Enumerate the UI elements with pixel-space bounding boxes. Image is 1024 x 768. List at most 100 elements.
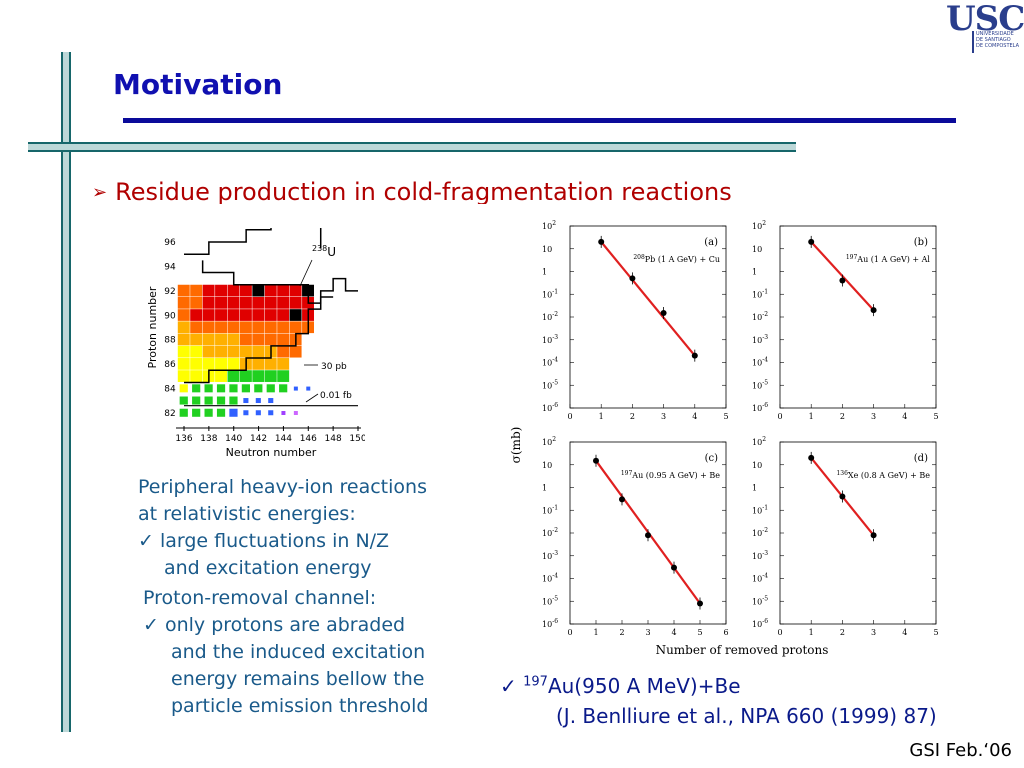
y-tick-label: 10-3 bbox=[752, 334, 768, 345]
nuclide-cell bbox=[227, 345, 240, 358]
data-point bbox=[870, 532, 877, 539]
y-tick-label: 96 bbox=[164, 238, 176, 248]
y-tick-label: 10-6 bbox=[752, 402, 768, 413]
y-tick-label: 10-4 bbox=[752, 357, 768, 368]
slide-title: Motivation bbox=[113, 68, 283, 101]
y-tick-exp: -5 bbox=[552, 379, 558, 386]
y-tick-label: 1 bbox=[752, 268, 757, 277]
reaction-mass: 136 bbox=[836, 470, 848, 477]
nuclide-cell bbox=[215, 345, 227, 358]
x-tick-label: 0 bbox=[567, 628, 572, 637]
nuclide-dot bbox=[281, 411, 286, 415]
x-tick-label: 142 bbox=[250, 434, 267, 444]
y-tick-exp: -1 bbox=[552, 288, 558, 295]
panel-b: 10-6 10-5 10-4 10-3 10-2 10-1 1 10 102 0 1 2 3 4 5 (b) 1… bbox=[752, 220, 939, 421]
y-tick-label: 10 bbox=[542, 245, 552, 254]
nuclide-cell bbox=[190, 370, 203, 382]
y-tick-exp: -1 bbox=[762, 288, 768, 295]
reaction-label: 197Au (1 A GeV) + Al bbox=[846, 254, 931, 264]
title-underline bbox=[123, 118, 956, 123]
check-icon: ✓ bbox=[500, 674, 517, 698]
usc-logo: USC UNIVERSIDADE DE SANTIAGO DE COMPOSTE… bbox=[946, 0, 1024, 53]
nuclide-cell bbox=[215, 309, 227, 321]
main-bullet: ➢ Residue production in cold-fragmentatio… bbox=[92, 178, 732, 204]
y-tick-label: 82 bbox=[164, 409, 175, 419]
nuclide-cell bbox=[264, 296, 277, 309]
logo-text: USC bbox=[946, 0, 1024, 39]
nuclide-cell bbox=[215, 358, 227, 370]
y-tick-label: 10-6 bbox=[542, 618, 558, 629]
nuclide-cell bbox=[177, 321, 190, 334]
nuclide-cell bbox=[255, 410, 261, 416]
nuclide-cell bbox=[202, 333, 215, 346]
y-tick-label: 102 bbox=[542, 220, 556, 231]
nuclide-dot bbox=[293, 411, 298, 415]
nuclide-chart: 238U 30 pb 0.01 fb 136 138 140 142 144 146 148 15… bbox=[146, 228, 365, 459]
nuclide-cell bbox=[239, 309, 252, 321]
data-point bbox=[660, 309, 667, 316]
nuclide-cell bbox=[241, 384, 250, 393]
x-tick-label: 148 bbox=[325, 434, 342, 444]
nuclide-cell bbox=[190, 309, 203, 321]
nuclide-cell bbox=[177, 309, 190, 321]
check-icon: ✓ bbox=[143, 614, 159, 636]
nuclide-cell bbox=[192, 408, 201, 417]
nuclide-cell bbox=[239, 333, 252, 346]
left-vertical-bar bbox=[61, 52, 71, 732]
y-tick-label: 10-6 bbox=[752, 618, 768, 629]
y-tick-label: 1 bbox=[542, 268, 547, 277]
data-point bbox=[697, 600, 703, 607]
nuclide-cell bbox=[202, 345, 215, 358]
y-tick-exp: -1 bbox=[762, 504, 768, 511]
x-tick-label: 2 bbox=[840, 628, 845, 637]
nuclide-axes: 136 138 140 142 144 146 148 150 82 84 86 88 90 92 94 96… bbox=[146, 238, 365, 459]
x-axis-label: Number of removed protons bbox=[656, 643, 829, 657]
nuclide-dot bbox=[293, 386, 298, 391]
y-tick-label: 10-4 bbox=[542, 357, 558, 368]
data-point bbox=[839, 277, 846, 284]
nuclide-cell bbox=[252, 358, 265, 370]
x-tick-label: 3 bbox=[645, 628, 650, 637]
reaction-mass: 197 bbox=[846, 254, 858, 261]
y-axis-title: Proton number bbox=[146, 286, 159, 368]
reaction-name: Au (0.95 A GeV) + Be bbox=[631, 471, 720, 480]
data-point bbox=[629, 275, 636, 282]
y-tick-label: 102 bbox=[752, 220, 766, 231]
nuclide-cell bbox=[252, 284, 265, 297]
proton-removal-text: Proton-removal channel: ✓ only protons a… bbox=[143, 587, 429, 717]
nuclide-cell bbox=[252, 345, 265, 358]
nuclide-cell bbox=[255, 398, 261, 404]
y-tick-label: 10-1 bbox=[542, 288, 558, 299]
nuclide-cell bbox=[190, 358, 203, 370]
nuclide-cell bbox=[192, 384, 201, 393]
nuclide-cell bbox=[239, 345, 252, 358]
nuclide-cell bbox=[243, 410, 249, 416]
x-tick-label: 4 bbox=[692, 412, 697, 421]
panel-label: (d) bbox=[914, 453, 928, 464]
panels-background bbox=[500, 214, 955, 660]
nuclide-cell bbox=[266, 384, 275, 393]
x-tick-label: 6 bbox=[723, 628, 728, 637]
nuclide-cell bbox=[289, 296, 302, 309]
nuclide-cell bbox=[239, 370, 252, 382]
bullet-text: Residue production in cold-fragmentation… bbox=[115, 178, 732, 204]
y-tick-exp: -5 bbox=[762, 595, 768, 602]
nuclide-cell bbox=[177, 333, 190, 346]
nuclide-cell bbox=[215, 333, 227, 346]
nuclide-cells bbox=[177, 284, 314, 417]
x-tick-label: 1 bbox=[599, 412, 604, 421]
x-tick-label: 4 bbox=[671, 628, 676, 637]
label-30pb: 30 pb bbox=[321, 362, 347, 372]
nuclide-cell bbox=[227, 370, 240, 382]
nuclide-cell bbox=[204, 408, 213, 417]
citation: (J. Benlliure et al., NPA 660 (1999) 87) bbox=[556, 704, 937, 728]
nuclide-cell bbox=[192, 396, 201, 405]
x-tick-label: 1 bbox=[809, 628, 814, 637]
stability-boundary bbox=[201, 260, 358, 304]
nuclide-cell bbox=[289, 321, 302, 334]
y-tick-exp: -2 bbox=[762, 311, 768, 318]
data-point bbox=[619, 496, 625, 503]
y-tick-label: 1 bbox=[542, 484, 547, 493]
nuclide-cell bbox=[202, 296, 215, 309]
y-tick-label: 92 bbox=[164, 287, 175, 297]
